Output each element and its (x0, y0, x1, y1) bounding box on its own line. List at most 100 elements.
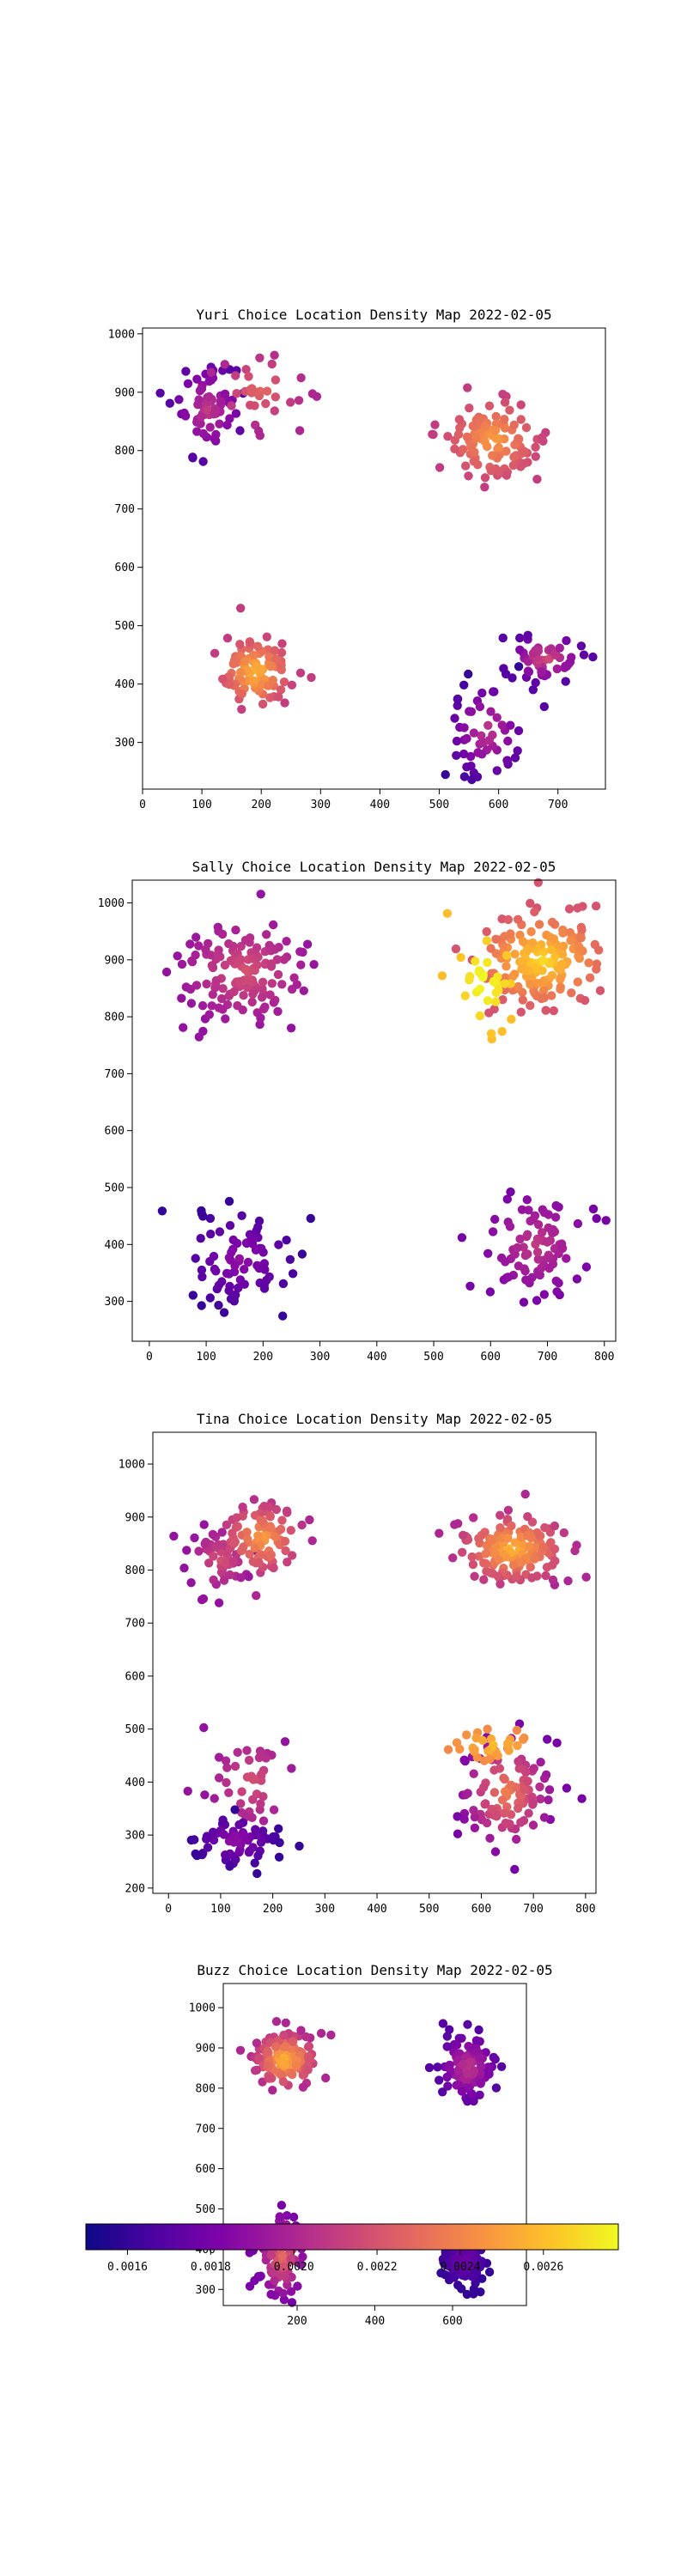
scatter-point (503, 1739, 513, 1748)
scatter-point (219, 1308, 229, 1317)
scatter-point (187, 957, 198, 967)
scatter-point (494, 986, 503, 995)
scatter-point (287, 984, 297, 994)
scatter-point (258, 2077, 267, 2087)
scatter-point (197, 1265, 207, 1275)
scatter-point (588, 1204, 599, 1214)
scatter-point (214, 1773, 224, 1783)
scatter-point (489, 1741, 498, 1750)
scatter-point (459, 2267, 469, 2277)
scatter-point (278, 2077, 289, 2087)
scatter-point (208, 990, 217, 999)
scatter-point (228, 1528, 237, 1538)
scatter-point (584, 958, 593, 968)
scatter-point (209, 1251, 219, 1261)
scatter-point (295, 1841, 304, 1851)
scatter-point (198, 1001, 208, 1011)
scatter-point (266, 2251, 277, 2260)
scatter-point (544, 1795, 553, 1805)
scatter-point (253, 1531, 263, 1540)
scatter-point (459, 749, 469, 759)
scatter-point (305, 2055, 315, 2064)
scatter-point (453, 1812, 462, 1821)
x-tick-label: 700 (548, 799, 568, 811)
scatter-point (526, 927, 536, 937)
x-tick-label: 400 (365, 2315, 385, 2328)
scatter-point (255, 1019, 264, 1030)
scatter-point (465, 1281, 475, 1291)
scatter-point (271, 375, 281, 385)
scatter-point (491, 934, 501, 945)
scatter-point (463, 1789, 472, 1798)
scatter-point (253, 952, 263, 962)
scatter-point (489, 976, 498, 987)
scatter-point (480, 473, 490, 483)
scatter-point (538, 956, 548, 965)
scatter-point (197, 1301, 206, 1310)
scatter-point (230, 1761, 240, 1771)
scatter-point (239, 991, 248, 1000)
scatter-point (188, 1291, 198, 1300)
scatter-point (532, 991, 542, 1001)
scatter-point (573, 977, 582, 987)
scatter-point (520, 1489, 530, 1499)
scatter-point (208, 1827, 218, 1837)
scatter-point (514, 726, 524, 736)
scatter-point (538, 433, 547, 442)
scatter-point (258, 977, 268, 987)
scatter-point (229, 1832, 239, 1841)
scatter-point (240, 1265, 249, 1274)
x-tick-label: 600 (481, 1351, 501, 1364)
scatter-point (258, 1816, 269, 1826)
scatter-point (249, 1495, 259, 1504)
y-tick-label: 300 (196, 2284, 216, 2297)
scatter-point (503, 1819, 513, 1828)
x-tick-label: 200 (287, 2315, 307, 2328)
scatter-point (232, 1513, 241, 1522)
scatter-point (177, 993, 186, 1003)
scatter-point (269, 998, 278, 1007)
x-tick-label: 100 (210, 1903, 230, 1916)
scatter-point (498, 633, 508, 643)
scatter-point (280, 1737, 290, 1747)
scatter-point (514, 662, 524, 671)
scatter-point (232, 389, 241, 398)
scatter-point (491, 997, 501, 1006)
scatter-point (545, 1528, 556, 1537)
scatter-point (248, 650, 258, 660)
scatter-point (269, 920, 278, 930)
scatter-point (494, 442, 503, 453)
scatter-point (552, 664, 562, 674)
scatter-point (259, 1004, 269, 1014)
scatter-point (280, 698, 289, 708)
scatter-point (480, 1800, 489, 1809)
scatter-point (526, 898, 535, 908)
scatter-point (482, 936, 492, 945)
scatter-point (244, 1755, 254, 1765)
colorbar-tick-label: 0.0016 (107, 2261, 148, 2274)
scatter-point (246, 386, 257, 396)
scatter-point (543, 1735, 552, 1744)
scatter-point (236, 955, 246, 964)
scatter-point (469, 457, 478, 466)
scatter-point (488, 451, 497, 460)
scatter-point (541, 1571, 550, 1581)
scatter-point (510, 969, 520, 979)
scatter-point (470, 1813, 479, 1822)
scatter-point (483, 957, 492, 968)
scatter-point (240, 935, 251, 945)
scatter-point (491, 434, 501, 443)
scatter-point (253, 1851, 263, 1861)
scatter-point (539, 702, 549, 712)
scatter-point (532, 474, 542, 484)
scatter-point (199, 1722, 209, 1733)
scatter-point (469, 2284, 479, 2293)
scatter-point (282, 2211, 292, 2221)
scatter-point (270, 350, 279, 360)
scatter-point (500, 398, 510, 407)
scatter-point (495, 1523, 505, 1533)
scatter-point (303, 2065, 313, 2075)
scatter-point (493, 1571, 503, 1582)
scatter-point (229, 987, 239, 997)
scatter-point (321, 2073, 331, 2083)
